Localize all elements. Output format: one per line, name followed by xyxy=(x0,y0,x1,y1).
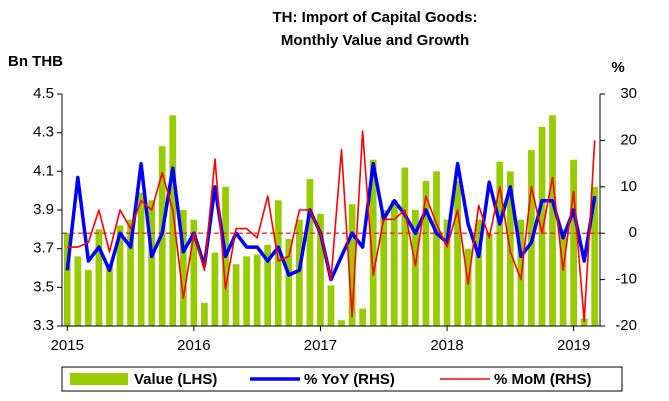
bar xyxy=(306,179,314,326)
bar xyxy=(169,115,177,327)
bar xyxy=(570,159,578,326)
bar xyxy=(243,256,250,326)
y2-axis-label: % xyxy=(611,59,624,76)
y-tick-label: 3.7 xyxy=(33,240,54,257)
bar xyxy=(401,167,409,326)
bar xyxy=(285,239,293,326)
x-tick-label: 2015 xyxy=(51,337,84,354)
bar xyxy=(84,269,92,326)
bar xyxy=(475,219,483,326)
bar xyxy=(264,244,272,326)
bar xyxy=(127,219,134,326)
x-tick-label: 2019 xyxy=(557,337,590,354)
bar xyxy=(295,219,303,326)
bar xyxy=(211,252,219,326)
line-series xyxy=(67,130,596,323)
chart-subtitle: Monthly Value and Growth xyxy=(281,32,469,49)
bar xyxy=(201,302,208,326)
legend-label: % MoM (RHS) xyxy=(494,371,592,388)
bar xyxy=(137,192,145,326)
bar xyxy=(412,210,419,326)
bar xyxy=(433,171,440,326)
y-tick-label: 3.9 xyxy=(33,201,54,218)
y-tick-label: 4.1 xyxy=(33,162,54,179)
legend-box xyxy=(61,366,623,392)
bar xyxy=(63,233,71,326)
bar xyxy=(253,254,261,326)
bar xyxy=(190,219,198,326)
bar xyxy=(538,126,546,326)
bar xyxy=(274,200,282,326)
y2-tick-label: -20 xyxy=(615,317,637,334)
y2-tick-label: 20 xyxy=(620,131,637,148)
bar xyxy=(464,248,472,326)
y2-tick-label: 10 xyxy=(620,178,637,195)
y-tick-label: 3.5 xyxy=(33,278,54,295)
bar xyxy=(443,219,451,326)
y2-tick-label: 30 xyxy=(620,85,637,102)
bar xyxy=(338,320,345,326)
x-tick-label: 2016 xyxy=(177,337,210,354)
bar xyxy=(390,200,398,326)
bar xyxy=(422,181,430,326)
y-tick-label: 3.3 xyxy=(33,317,54,334)
bar xyxy=(327,285,335,326)
chart-title: TH: Import of Capital Goods: xyxy=(273,9,478,26)
y-axis-label: Bn THB xyxy=(8,53,63,70)
bar xyxy=(232,264,240,326)
y-tick-label: 4.3 xyxy=(33,124,54,141)
bar xyxy=(496,161,504,326)
legend-swatch xyxy=(70,373,128,385)
bar xyxy=(359,308,367,326)
bar xyxy=(559,229,567,326)
bar xyxy=(549,115,556,327)
bar xyxy=(454,181,461,326)
bar xyxy=(317,213,324,326)
bar xyxy=(148,200,156,326)
x-tick-label: 2017 xyxy=(304,337,337,354)
y-tick-label: 4.5 xyxy=(33,85,54,102)
bar xyxy=(485,233,493,326)
bar xyxy=(348,204,356,326)
legend-label: Value (LHS) xyxy=(134,371,217,388)
bar xyxy=(380,210,388,326)
bar xyxy=(179,210,187,326)
bar xyxy=(74,256,82,326)
bar xyxy=(95,229,103,326)
bar xyxy=(591,186,599,326)
y2-tick-label: -10 xyxy=(615,271,637,288)
x-tick-label: 2018 xyxy=(430,337,463,354)
y2-tick-label: 0 xyxy=(629,224,637,241)
legend-label: % YoY (RHS) xyxy=(304,371,395,388)
bar xyxy=(116,225,124,326)
bar xyxy=(106,264,113,326)
bar xyxy=(369,159,377,326)
